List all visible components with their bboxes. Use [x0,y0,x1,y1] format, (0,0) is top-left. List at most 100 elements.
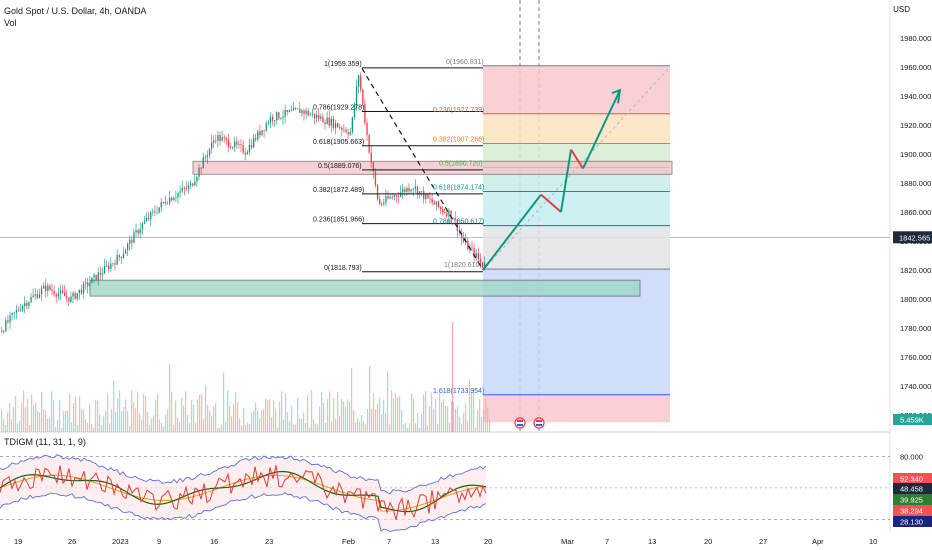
volume-bar [115,412,117,432]
fib-right-label: 0.382(1907.266) [433,136,484,143]
candle-body [280,118,282,120]
volume-bar [25,407,27,432]
candle-body [246,152,248,155]
candle-body [13,312,15,314]
volume-bar [465,404,467,432]
volume-bar [63,411,65,432]
time-axis[interactable]: 19 26 2023 9 16 23 Feb 7 13 20 Mar 7 13 20 27 Apr 10 [14,537,877,546]
volume-bar [243,407,245,432]
fib-right-label: 1.618(1733.954) [433,388,484,395]
candle-body [106,265,108,267]
volume-title[interactable]: Vol [4,18,17,28]
forecast-segment [560,149,572,213]
volume-bar [489,419,491,432]
volume-bar [47,419,49,432]
candle-body [185,188,188,190]
candle-body [202,157,204,169]
volume-bar [469,380,471,432]
event-flag-icon [514,417,526,429]
volume-bar [135,407,137,432]
volume-bar [221,424,223,432]
candle-body [66,296,68,298]
candle-body [152,211,154,213]
candle-body [234,141,236,148]
indicator-tick: 80.000 [900,452,923,461]
candle-body [40,288,43,295]
volume-bar [315,423,317,432]
price-tick: 1860.000 [900,208,931,217]
volume-bar [397,397,399,432]
volume-bar [75,396,77,432]
candle-body [406,187,408,192]
candle-body [297,108,299,110]
candle-body [87,282,89,287]
candle-body [236,141,238,145]
candle-body [194,181,196,186]
fib-left-label: 0.382(1872.489) [313,187,364,194]
volume-bar [21,402,23,432]
volume-bar [259,418,261,432]
price-tick: 1880.000 [900,179,931,188]
indicator-title[interactable]: TDIGM (11, 31, 1, 9) [4,437,86,447]
volume-bar [257,410,259,432]
indicator-value-badge [893,516,932,527]
time-tick: 20 [484,537,492,546]
volume-bar [409,423,411,432]
time-tick: 7 [387,537,391,546]
price-axis[interactable]: 1980.000 1960.000 1940.000 1920.000 1900.000… [893,34,932,527]
candle-body [187,185,190,189]
volume-bar [33,405,35,432]
candle-body [391,197,393,198]
volume-bar [103,416,105,432]
volume-bar [309,427,311,432]
candle-body [76,293,78,299]
candle-body [274,120,276,122]
volume-bar [125,399,127,432]
volume-bar [389,424,391,432]
candle-body [64,292,66,297]
candle-body [11,313,13,316]
volume-bar [401,410,403,432]
candle-body [423,191,425,200]
volume-bar [111,409,113,432]
volume-bar [447,406,449,432]
volume-bar [361,415,363,432]
volume-bar [121,411,123,432]
candle-body [17,309,20,311]
volume-bar [457,406,459,432]
candle-body [124,250,127,254]
volume-bar [333,397,335,432]
volume-bar [35,403,37,432]
symbol-title[interactable]: Gold Spot / U.S. Dollar, 4h, OANDA [4,6,147,16]
candle-body [259,131,261,136]
volume-bar [433,408,435,432]
candle-body [101,273,104,275]
time-tick: 13 [648,537,656,546]
volume-bar [261,410,263,432]
tdi-indicator [0,454,890,532]
time-tick: 2023 [112,537,129,546]
volume-bar [97,400,99,432]
candle-body [206,155,209,158]
time-tick: 13 [431,537,439,546]
volume-bar [385,412,387,432]
volume-bar [331,421,333,432]
volume-bar [335,418,337,432]
candle-body [19,309,22,311]
drawings[interactable] [361,66,671,429]
price-tick: 1780.000 [900,324,931,333]
candle-body [9,315,11,323]
volume-bar [423,394,425,432]
volume-bar [295,424,297,432]
candle-body [269,116,272,124]
volume-bar [467,421,469,432]
volume-bar [265,398,267,432]
volume-bar [133,402,135,432]
volume-bar [473,390,475,432]
time-tick: 26 [68,537,76,546]
volume-bar [59,399,61,432]
volume-bar [171,392,173,432]
candle-body [57,293,59,297]
fib-zone-5 [483,225,670,270]
